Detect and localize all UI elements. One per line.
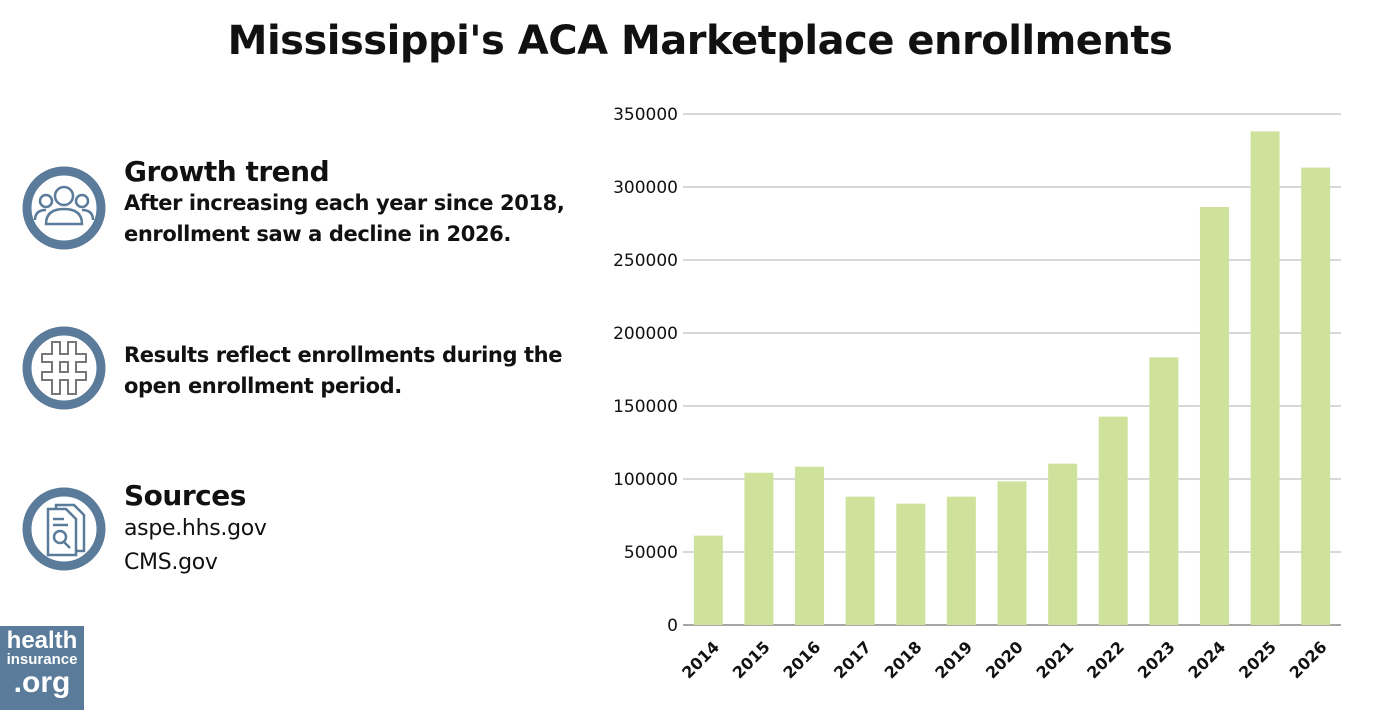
x-tick-label: 2019 — [931, 637, 976, 682]
document-search-icon — [22, 487, 106, 571]
healthinsurance-logo[interactable]: health insurance .org — [0, 626, 84, 710]
growth-line-1: After increasing each year since 2018, — [124, 191, 565, 215]
y-tick-label: 300000 — [613, 178, 678, 198]
x-tick-label: 2022 — [1083, 637, 1128, 682]
bar-2017 — [845, 496, 875, 625]
bar-2025 — [1250, 131, 1280, 625]
bar-2026 — [1301, 167, 1331, 625]
bar-2018 — [896, 503, 926, 625]
bar-2022 — [1098, 416, 1128, 625]
sources-heading: Sources — [124, 479, 246, 512]
x-tick-label: 2018 — [881, 637, 926, 682]
people-icon — [22, 166, 106, 250]
hashtag-icon — [22, 326, 106, 410]
growth-heading: Growth trend — [124, 155, 330, 188]
y-tick-label: 250000 — [613, 251, 678, 271]
x-tick-label: 2024 — [1184, 637, 1229, 682]
x-tick-label: 2014 — [678, 637, 723, 682]
note-line-1: Results reflect enrollments during the — [124, 343, 563, 367]
y-tick-label: 50000 — [624, 543, 678, 563]
x-tick-label: 2023 — [1134, 637, 1179, 682]
x-tick-label: 2015 — [729, 637, 774, 682]
bar-2016 — [795, 466, 825, 625]
y-tick-label: 200000 — [613, 324, 678, 344]
bar-2024 — [1199, 207, 1229, 625]
bar-2014 — [693, 535, 723, 625]
bar-2021 — [1048, 463, 1078, 625]
x-tick-label: 2020 — [982, 637, 1027, 682]
source-link-aspe[interactable]: aspe.hhs.gov — [124, 516, 267, 541]
x-tick-label: 2025 — [1235, 637, 1280, 682]
growth-line-2: enrollment saw a decline in 2026. — [124, 222, 511, 246]
bar-2015 — [744, 472, 774, 625]
y-tick-label: 0 — [667, 616, 678, 636]
note-line-2: open enrollment period. — [124, 374, 402, 398]
y-tick-label: 350000 — [613, 105, 678, 125]
y-tick-label: 100000 — [613, 470, 678, 490]
bar-2019 — [946, 496, 976, 625]
y-tick-label: 150000 — [613, 397, 678, 417]
x-tick-label: 2021 — [1033, 637, 1078, 682]
source-link-cms[interactable]: CMS.gov — [124, 550, 218, 575]
bar-2020 — [997, 481, 1027, 625]
bar-2023 — [1149, 357, 1179, 625]
x-tick-label: 2016 — [779, 637, 824, 682]
page-title: Mississippi's ACA Marketplace enrollment… — [227, 18, 1173, 64]
x-tick-label: 2026 — [1286, 637, 1331, 682]
x-tick-label: 2017 — [830, 637, 875, 682]
